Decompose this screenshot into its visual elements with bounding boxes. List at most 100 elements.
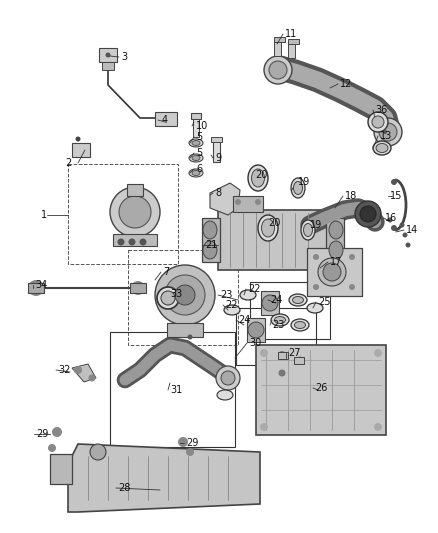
Ellipse shape: [189, 154, 203, 162]
Text: 30: 30: [249, 338, 261, 348]
Text: 2: 2: [66, 158, 72, 168]
Ellipse shape: [307, 303, 323, 313]
Ellipse shape: [203, 221, 217, 239]
Ellipse shape: [301, 220, 315, 240]
Bar: [218, 210, 328, 270]
Text: 19: 19: [310, 220, 322, 230]
Bar: [247, 318, 265, 342]
Circle shape: [131, 281, 145, 295]
Circle shape: [349, 284, 355, 290]
Text: 23: 23: [272, 320, 284, 330]
Bar: [99, 48, 117, 62]
Circle shape: [383, 130, 387, 134]
Circle shape: [313, 254, 319, 260]
Text: 36: 36: [375, 105, 387, 115]
Circle shape: [374, 423, 382, 431]
Bar: [250, 282, 330, 339]
Text: 10: 10: [196, 121, 208, 131]
Circle shape: [403, 232, 407, 238]
Ellipse shape: [275, 317, 286, 324]
Text: 32: 32: [58, 365, 71, 375]
Bar: [127, 184, 143, 196]
Circle shape: [262, 295, 278, 311]
Ellipse shape: [294, 321, 305, 328]
Bar: [113, 234, 157, 246]
Ellipse shape: [291, 319, 309, 331]
Ellipse shape: [240, 290, 256, 300]
Bar: [167, 323, 203, 337]
Circle shape: [260, 423, 268, 431]
Ellipse shape: [258, 215, 278, 241]
Text: 17: 17: [330, 257, 343, 267]
Bar: [256, 345, 386, 435]
Text: 11: 11: [285, 29, 297, 39]
Circle shape: [248, 322, 264, 338]
Bar: [274, 40, 281, 56]
Circle shape: [264, 56, 292, 84]
Bar: [202, 218, 220, 262]
Text: 5: 5: [196, 132, 202, 142]
Text: 29: 29: [186, 438, 198, 448]
Circle shape: [75, 136, 81, 141]
Text: 22: 22: [248, 284, 261, 294]
Bar: [68, 164, 178, 264]
Ellipse shape: [217, 390, 233, 400]
Circle shape: [323, 263, 341, 281]
Circle shape: [221, 371, 235, 385]
Bar: [288, 39, 299, 44]
Circle shape: [119, 196, 151, 228]
Ellipse shape: [329, 221, 343, 239]
Text: 28: 28: [118, 483, 131, 493]
Bar: [102, 62, 114, 70]
Circle shape: [117, 238, 124, 246]
Ellipse shape: [203, 241, 217, 259]
Circle shape: [279, 369, 286, 376]
Circle shape: [318, 258, 346, 286]
Text: 13: 13: [380, 131, 392, 141]
Text: 9: 9: [215, 153, 221, 163]
Bar: [261, 291, 279, 315]
Text: 4: 4: [162, 115, 168, 125]
Circle shape: [349, 254, 355, 260]
Ellipse shape: [261, 219, 275, 237]
Bar: [294, 357, 304, 364]
Circle shape: [178, 437, 188, 447]
Bar: [278, 352, 288, 359]
Circle shape: [186, 448, 194, 456]
Ellipse shape: [373, 141, 391, 155]
Ellipse shape: [224, 305, 240, 315]
Bar: [326, 218, 344, 262]
Text: 24: 24: [270, 295, 283, 305]
Circle shape: [278, 351, 286, 359]
Ellipse shape: [189, 169, 203, 177]
Text: 25: 25: [318, 297, 331, 307]
Text: 31: 31: [170, 385, 182, 395]
Bar: [307, 248, 362, 296]
Bar: [236, 308, 316, 365]
Polygon shape: [72, 364, 96, 382]
Text: 24: 24: [238, 315, 251, 325]
Circle shape: [374, 118, 402, 146]
Ellipse shape: [293, 182, 303, 195]
Circle shape: [235, 199, 241, 205]
Bar: [155, 112, 177, 126]
Text: 23: 23: [220, 290, 233, 300]
Circle shape: [368, 112, 388, 132]
Circle shape: [187, 335, 192, 340]
Circle shape: [374, 349, 382, 357]
Circle shape: [48, 444, 56, 452]
Bar: [130, 283, 146, 293]
Circle shape: [391, 179, 397, 185]
Ellipse shape: [248, 165, 268, 191]
Bar: [50, 454, 72, 484]
Circle shape: [313, 284, 319, 290]
Text: 22: 22: [225, 300, 237, 310]
Text: 1: 1: [41, 210, 47, 220]
Text: 14: 14: [406, 225, 418, 235]
Ellipse shape: [192, 156, 200, 160]
Bar: [274, 37, 285, 42]
Ellipse shape: [329, 241, 343, 259]
Text: 33: 33: [170, 289, 182, 299]
Bar: [213, 140, 220, 162]
Circle shape: [388, 217, 392, 222]
